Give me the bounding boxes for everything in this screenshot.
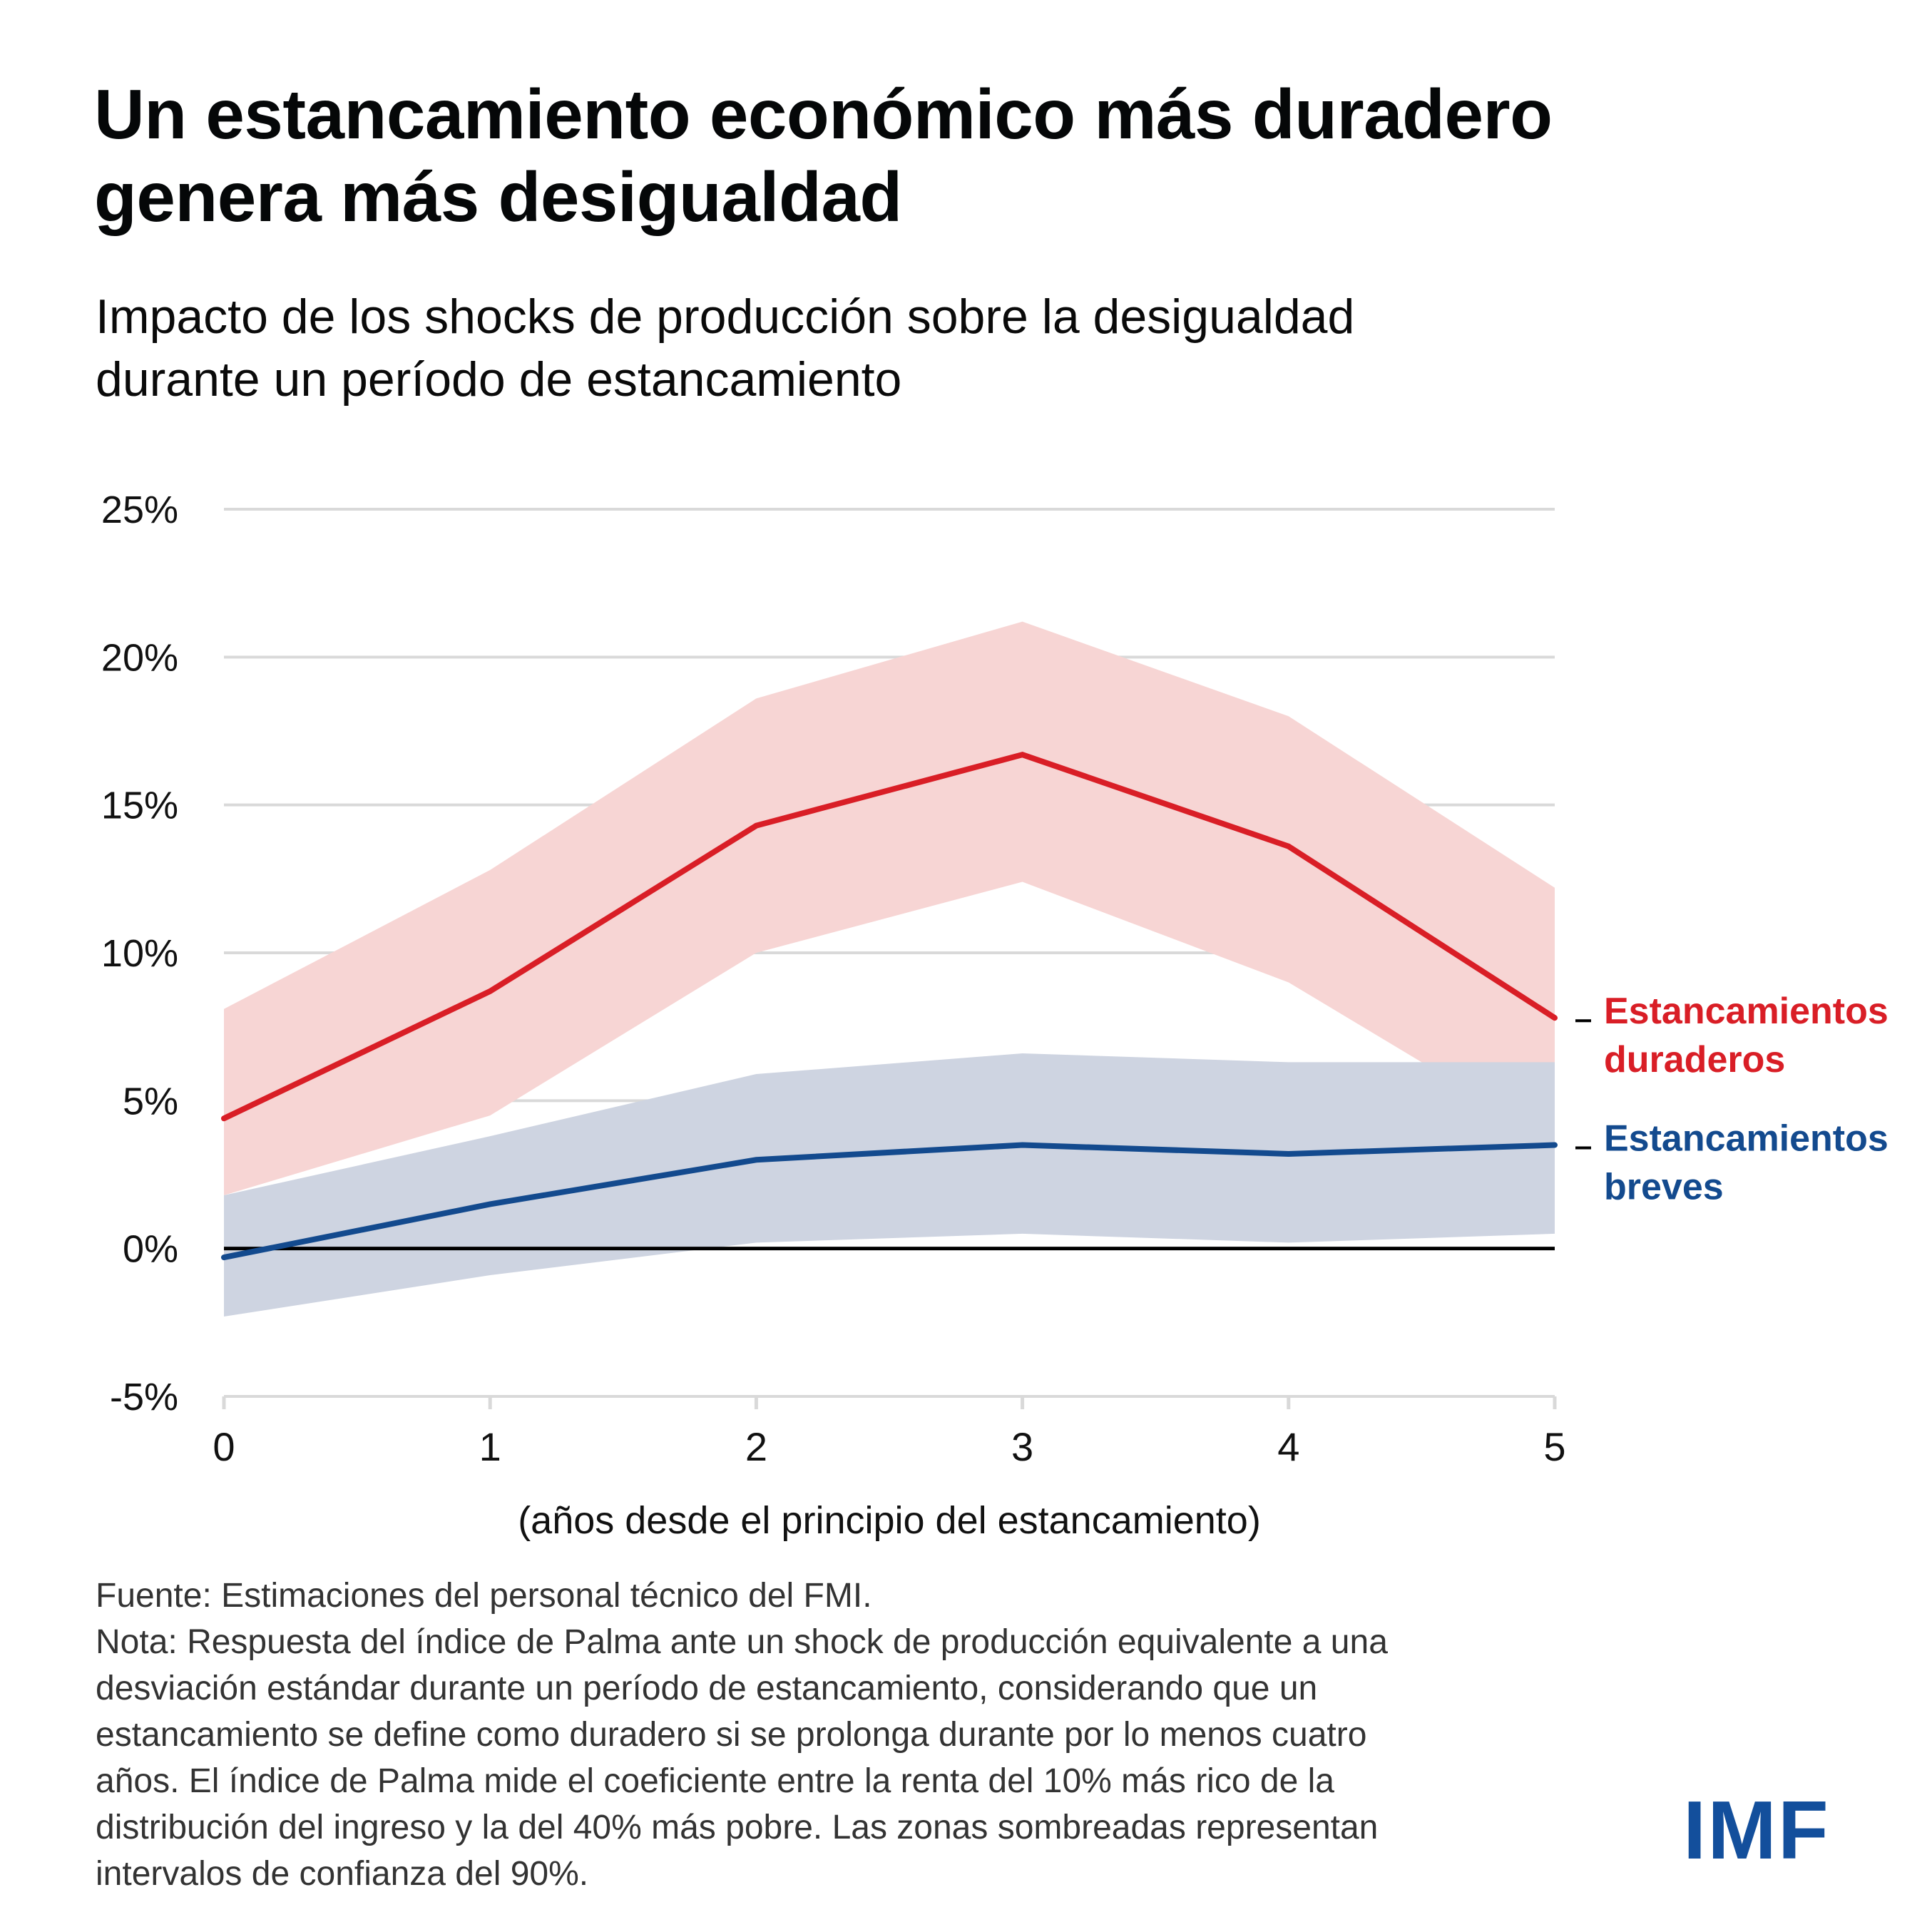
y-tick-label: 25% (101, 489, 178, 531)
footer-note-line: años. El índice de Palma mide el coefici… (96, 1762, 1334, 1800)
short-stagnation-label: breves (1604, 1167, 1724, 1208)
title-line-2: genera más desigualdad (94, 158, 902, 236)
long-stagnation-label: duraderos (1604, 1039, 1785, 1080)
x-tick-label: 3 (1011, 1424, 1033, 1469)
short-stagnation-confidence-band (224, 1053, 1555, 1317)
y-tick-label: -5% (110, 1376, 178, 1419)
footer-note-line: intervalos de confianza del 90%. (96, 1855, 589, 1893)
y-tick-label: 5% (123, 1080, 178, 1123)
imf-logo: IMF (1683, 1784, 1830, 1876)
title-line-1: Un estancamiento económico más duradero (94, 75, 1553, 153)
y-tick-label: 10% (101, 932, 178, 975)
subtitle-line-1: Impacto de los shocks de producción sobr… (96, 290, 1355, 344)
x-axis-label: (años desde el principio del estancamien… (518, 1499, 1261, 1542)
chart-subtitle: Impacto de los shocks de producción sobr… (96, 285, 1843, 411)
footer-source: Fuente: Estimaciones del personal técnic… (96, 1577, 872, 1615)
x-tick-label: 0 (213, 1424, 235, 1469)
y-tick-label: 15% (101, 784, 178, 827)
labels: 25% 20% 15% 10% 5% 0% -5% 0 1 2 3 4 5 (años desde el … (101, 489, 1888, 1542)
x-tick-label: 5 (1543, 1424, 1565, 1469)
short-stagnation-line (221, 1142, 1558, 1261)
x-tick-label: 4 (1277, 1424, 1299, 1469)
footer-note-line: Nota: Respuesta del índice de Palma ante… (96, 1623, 1388, 1661)
chart-title: Un estancamiento económico más duradero … (94, 73, 1841, 238)
short-stagnation-label: Estancamientos (1604, 1118, 1888, 1160)
y-tick-label: 0% (123, 1228, 178, 1271)
series-lines (221, 751, 1558, 1261)
footer-note-line: estancamiento se define como duradero si… (96, 1716, 1367, 1754)
subtitle-line-2: durante un período de estancamiento (96, 352, 902, 407)
confidence-bands (224, 621, 1555, 1317)
long-stagnation-label: Estancamientos (1604, 991, 1888, 1032)
footer-notes: Fuente: Estimaciones del personal técnic… (96, 1573, 1665, 1897)
footer-note-line: distribución del ingreso y la del 40% má… (96, 1809, 1379, 1846)
long-stagnation-line (221, 751, 1558, 1122)
x-tick-label: 1 (479, 1424, 501, 1469)
y-tick-label: 20% (101, 636, 178, 679)
long-stagnation-confidence-band (224, 621, 1555, 1196)
footer-note-line: desviación estándar durante un período d… (96, 1670, 1318, 1707)
x-tick-label: 2 (745, 1424, 767, 1469)
axes (222, 1247, 1557, 1409)
